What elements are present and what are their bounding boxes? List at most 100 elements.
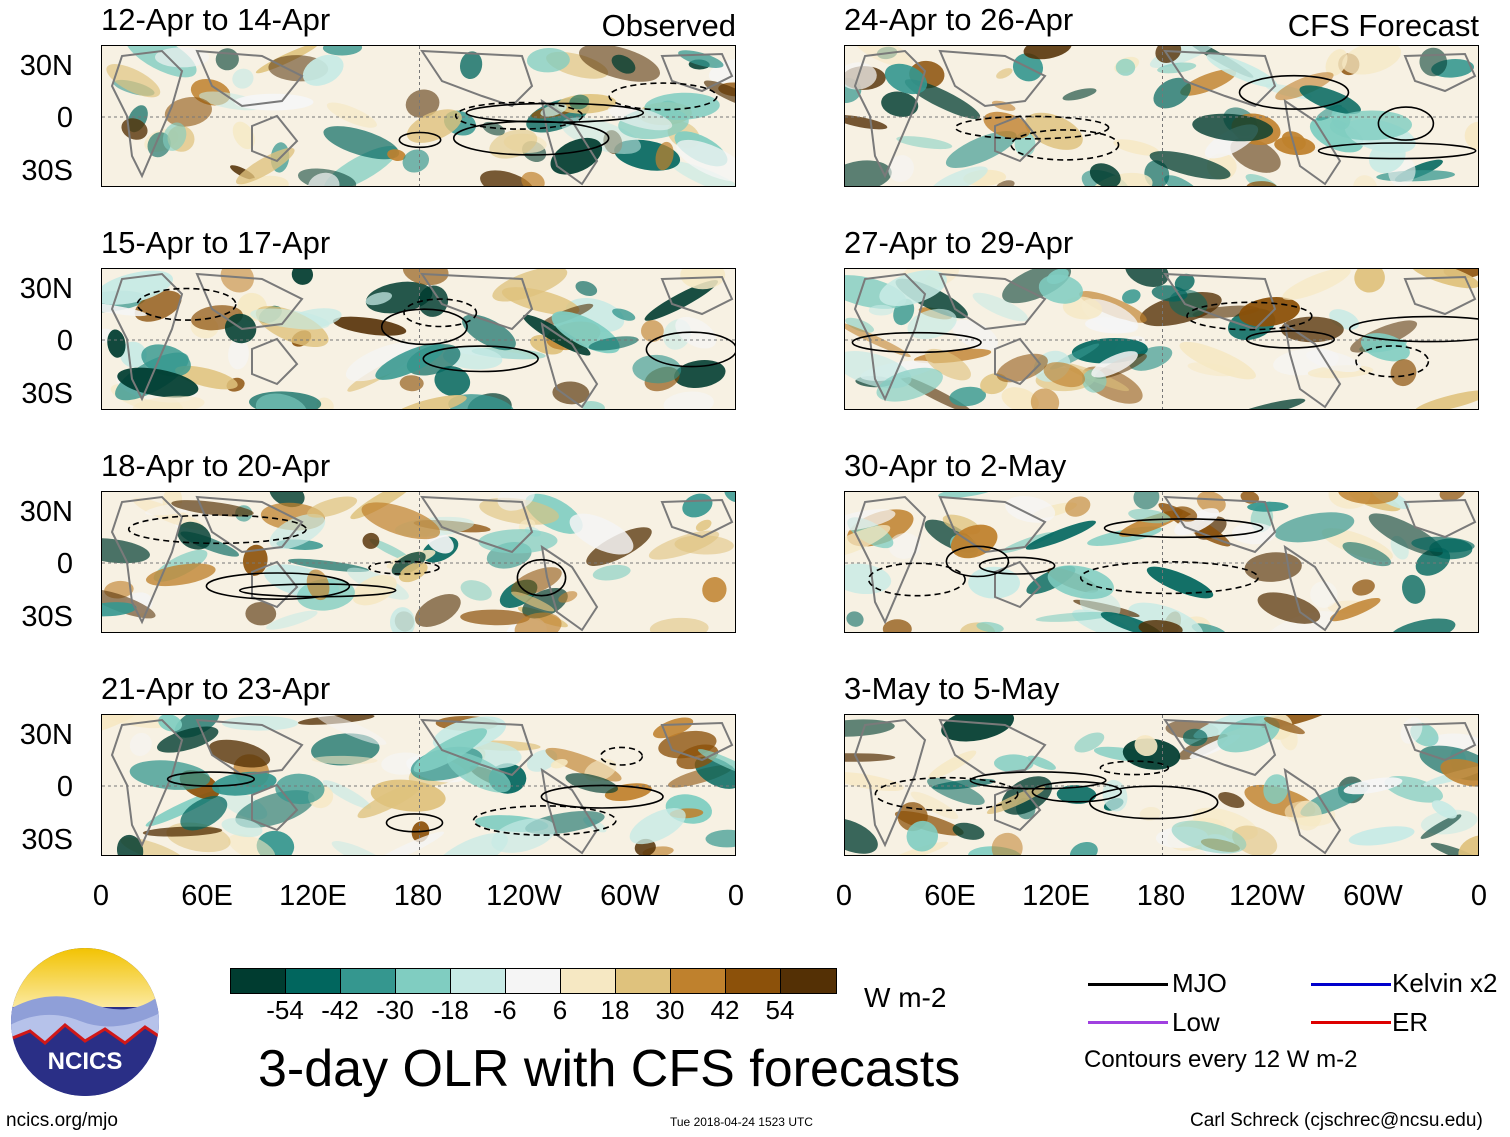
olr-map bbox=[101, 268, 736, 410]
coastline bbox=[938, 49, 1047, 108]
ncics-logo[interactable]: NCICS bbox=[10, 947, 160, 1097]
mjo-contour bbox=[867, 562, 966, 597]
colorbar-tick-label: -42 bbox=[321, 995, 359, 1025]
mjo-contour bbox=[978, 556, 1056, 575]
coastline bbox=[251, 783, 299, 832]
mjo-contour bbox=[608, 82, 718, 111]
legend-er-line bbox=[1311, 1021, 1391, 1024]
mjo-contour bbox=[874, 776, 1019, 812]
colorbar-tick-label: 18 bbox=[600, 995, 630, 1025]
footer-author: Carl Schreck (cjschrec@ncsu.edu) bbox=[1190, 1110, 1483, 1131]
lat-label: 30N bbox=[19, 273, 73, 305]
lon-label: 120W bbox=[486, 880, 562, 912]
panel-title: 12-Apr to 14-Apr bbox=[101, 2, 331, 37]
olr-map bbox=[844, 268, 1479, 410]
colorbar-swatch bbox=[781, 969, 836, 993]
lon-label: 0 bbox=[835, 880, 853, 912]
mjo-contour bbox=[368, 560, 440, 575]
colorbar-swatch bbox=[341, 969, 396, 993]
coastline bbox=[420, 272, 534, 331]
mjo-contour bbox=[422, 345, 539, 373]
legend-low-line bbox=[1088, 1021, 1168, 1024]
mjo-contour bbox=[1348, 315, 1478, 343]
footer-url[interactable]: ncics.org/mjo bbox=[6, 1110, 118, 1131]
coastline bbox=[853, 495, 927, 625]
olr-map bbox=[101, 45, 736, 187]
colorbar-swatch bbox=[286, 969, 341, 993]
coastline bbox=[1403, 275, 1477, 316]
coastline bbox=[660, 498, 734, 539]
coastline bbox=[853, 49, 927, 179]
lat-label: 0 bbox=[56, 102, 73, 134]
colorbar-tick-label: -30 bbox=[376, 995, 414, 1025]
colorbar-swatch bbox=[231, 969, 286, 993]
lon-label: 60E bbox=[924, 880, 976, 912]
mjo-contour bbox=[1010, 129, 1120, 161]
coastline bbox=[251, 114, 299, 163]
mjo-contour bbox=[238, 583, 397, 598]
legend-kelvin-label: Kelvin x2 bbox=[1392, 968, 1498, 998]
lat-label: 30N bbox=[19, 496, 73, 528]
panel-left-2 bbox=[101, 268, 736, 410]
mjo-contour bbox=[1377, 106, 1435, 141]
lon-label: 0 bbox=[92, 880, 110, 912]
coastline bbox=[938, 272, 1047, 331]
panel-title: 18-Apr to 20-Apr bbox=[101, 448, 331, 483]
colorbar-tick-label: -18 bbox=[431, 995, 469, 1025]
mjo-contour bbox=[1088, 785, 1219, 820]
mjo-contour bbox=[1103, 518, 1264, 539]
coastline bbox=[660, 721, 734, 762]
coastline bbox=[195, 49, 304, 108]
lat-label: 30S bbox=[21, 378, 73, 410]
mjo-contour bbox=[1317, 142, 1477, 160]
lon-label: 180 bbox=[1136, 880, 1186, 912]
olr-anomaly-field bbox=[102, 492, 735, 632]
mjo-contour bbox=[452, 120, 610, 156]
panel-title: 27-Apr to 29-Apr bbox=[844, 225, 1074, 260]
olr-map bbox=[844, 45, 1479, 187]
coastline bbox=[1403, 721, 1477, 762]
coastline bbox=[994, 114, 1042, 163]
mjo-contour bbox=[1099, 760, 1170, 776]
colorbar-swatch bbox=[396, 969, 451, 993]
panel-left-1 bbox=[101, 45, 736, 187]
panel-title: 15-Apr to 17-Apr bbox=[101, 225, 331, 260]
lat-label: 0 bbox=[56, 325, 73, 357]
coastline bbox=[110, 49, 184, 179]
coastline bbox=[195, 495, 304, 554]
lat-label: 30S bbox=[21, 824, 73, 856]
coastline bbox=[540, 98, 599, 186]
legend-low-label: Low bbox=[1172, 1007, 1220, 1037]
legend-mjo-line bbox=[1088, 983, 1168, 986]
panel-right-1 bbox=[844, 45, 1479, 187]
panel-title: 21-Apr to 23-Apr bbox=[101, 671, 331, 706]
panel-title: 3-May to 5-May bbox=[844, 671, 1060, 706]
colorbar-tick-label: 6 bbox=[552, 995, 568, 1025]
mjo-contour bbox=[954, 115, 1110, 140]
colorbar-units: W m-2 bbox=[864, 982, 947, 1013]
lon-label: 0 bbox=[1470, 880, 1488, 912]
colorbar-tick-label: 42 bbox=[710, 995, 740, 1025]
coastline bbox=[660, 275, 734, 316]
coastline bbox=[1283, 544, 1342, 632]
mjo-contour bbox=[205, 572, 351, 601]
coastline bbox=[938, 718, 1047, 777]
coastline bbox=[1403, 52, 1477, 93]
mjo-contour bbox=[472, 805, 617, 836]
lat-label: 30N bbox=[19, 719, 73, 751]
logo-text: NCICS bbox=[48, 1048, 123, 1075]
lat-label: 0 bbox=[56, 771, 73, 803]
mjo-contour bbox=[1186, 301, 1313, 331]
lon-label: 60W bbox=[1343, 880, 1403, 912]
lat-label: 30S bbox=[21, 155, 73, 187]
footer-timestamp: Tue 2018-04-24 1523 UTC bbox=[670, 1115, 813, 1129]
coastline bbox=[420, 49, 534, 108]
colorbar-tick-label: 54 bbox=[765, 995, 795, 1025]
olr-anomaly-field bbox=[845, 492, 1478, 632]
colorbar-swatch bbox=[726, 969, 781, 993]
coastline bbox=[1403, 498, 1477, 539]
mjo-contour bbox=[599, 746, 644, 766]
mjo-contour bbox=[166, 771, 256, 787]
colorbar-swatch bbox=[561, 969, 616, 993]
mjo-contour bbox=[516, 558, 567, 597]
